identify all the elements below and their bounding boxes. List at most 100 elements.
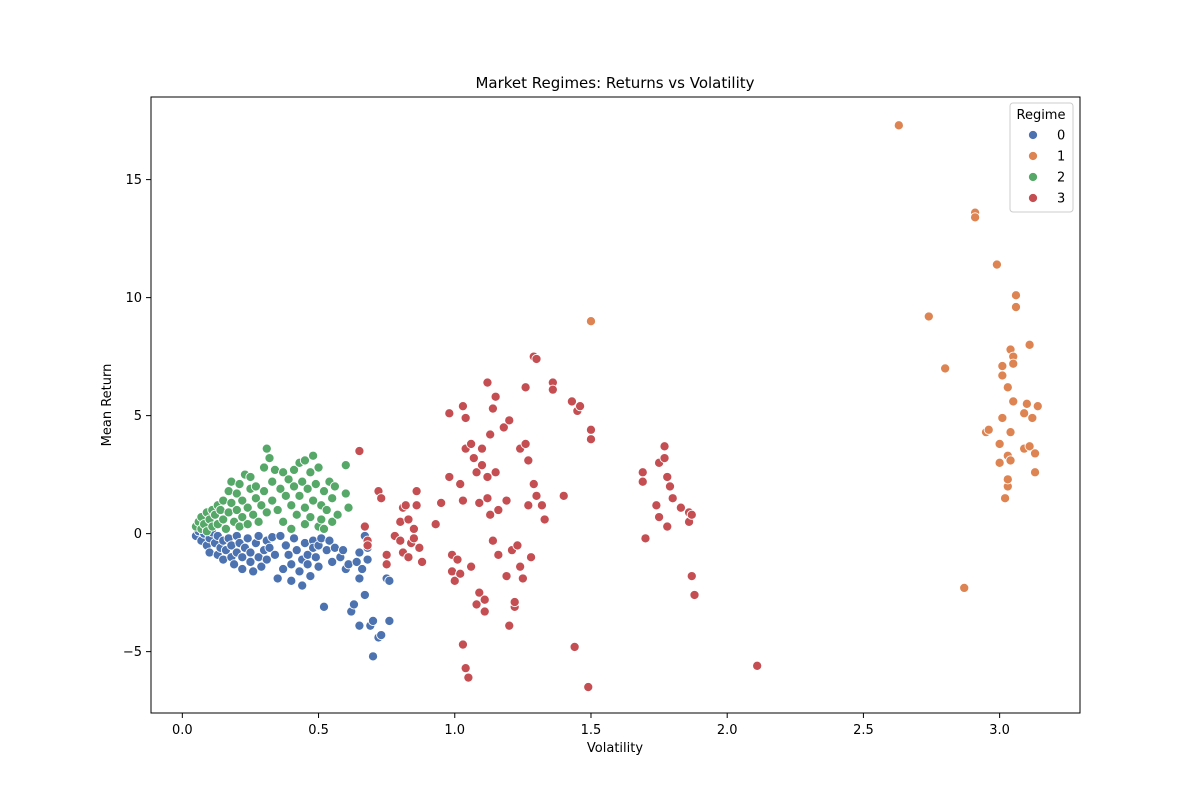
data-point — [324, 535, 335, 546]
data-point — [444, 471, 455, 483]
data-point — [515, 561, 526, 572]
data-point — [259, 462, 270, 473]
data-point — [417, 556, 428, 568]
series-3-points — [354, 351, 763, 693]
data-point — [457, 495, 468, 506]
data-point — [997, 412, 1008, 424]
data-point — [460, 412, 471, 424]
data-point — [305, 571, 316, 582]
data-point — [490, 391, 501, 402]
data-point — [261, 443, 272, 454]
data-point — [662, 471, 673, 483]
data-point — [531, 353, 542, 365]
data-point — [585, 316, 597, 327]
data-point — [501, 571, 512, 582]
data-point — [359, 521, 370, 532]
data-point — [482, 493, 493, 504]
data-point — [250, 481, 261, 492]
data-point — [278, 516, 289, 527]
data-point — [403, 552, 414, 563]
data-point — [338, 545, 349, 556]
data-point — [316, 514, 327, 525]
data-point — [637, 476, 648, 487]
data-point — [275, 483, 286, 494]
data-point — [272, 573, 283, 584]
data-point — [585, 424, 597, 435]
legend-marker — [1027, 129, 1039, 141]
data-point — [523, 500, 534, 511]
data-point — [253, 516, 264, 527]
data-point — [242, 533, 253, 544]
data-point — [455, 479, 466, 490]
data-point — [275, 530, 286, 542]
data-point — [278, 467, 289, 478]
data-point — [460, 663, 471, 674]
data-point — [256, 561, 267, 572]
data-point — [1030, 467, 1041, 478]
data-point — [283, 549, 294, 560]
legend-label: 2 — [1057, 171, 1065, 186]
data-point — [278, 563, 289, 575]
y-tick-label: 10 — [125, 291, 142, 306]
data-point — [1024, 441, 1035, 452]
data-point — [1024, 339, 1035, 350]
data-point — [264, 453, 275, 464]
data-point — [531, 490, 542, 501]
data-point — [997, 361, 1008, 372]
data-point — [493, 504, 504, 516]
data-point — [479, 594, 490, 605]
data-point — [583, 681, 594, 693]
x-tick-label: 2.5 — [853, 723, 874, 738]
data-point — [520, 438, 531, 449]
x-axis-label: Volatility — [587, 741, 643, 756]
data-point — [566, 396, 577, 407]
data-point — [1030, 448, 1041, 459]
data-point — [466, 438, 477, 449]
x-tick-label: 2.0 — [717, 723, 738, 738]
legend-marker — [1027, 150, 1039, 162]
data-point — [367, 651, 379, 662]
data-point — [1021, 398, 1032, 409]
data-point — [376, 630, 387, 641]
data-point — [299, 519, 310, 530]
data-point — [340, 488, 351, 499]
data-point — [327, 556, 338, 568]
data-point — [1027, 412, 1038, 424]
data-point — [476, 443, 488, 454]
data-point — [329, 481, 340, 492]
data-point — [348, 599, 360, 610]
data-point — [651, 500, 662, 511]
data-point — [248, 509, 259, 520]
data-point — [321, 504, 332, 516]
data-point — [245, 471, 256, 483]
data-point — [408, 533, 419, 544]
data-point — [384, 575, 395, 586]
data-point — [332, 509, 343, 520]
data-point — [286, 559, 297, 570]
data-point — [343, 502, 354, 513]
data-point — [250, 493, 261, 504]
data-point — [291, 509, 302, 520]
data-point — [659, 441, 670, 452]
data-point — [485, 509, 496, 520]
data-point — [430, 519, 441, 530]
data-point — [959, 582, 970, 593]
data-point — [664, 481, 676, 492]
data-point — [662, 521, 673, 532]
data-point — [1010, 290, 1022, 301]
data-point — [245, 547, 256, 558]
data-point — [359, 589, 370, 601]
y-tick-label: 15 — [125, 173, 142, 188]
data-point — [457, 401, 468, 412]
data-point — [893, 120, 904, 131]
series-2-points — [190, 443, 354, 537]
data-point — [237, 563, 248, 575]
data-point — [536, 500, 547, 511]
data-point — [381, 559, 392, 570]
data-point — [308, 450, 319, 461]
legend-title: Regime — [1017, 108, 1066, 123]
data-point — [237, 495, 248, 506]
data-point — [237, 552, 248, 563]
data-point — [471, 599, 482, 610]
data-point — [640, 533, 651, 544]
